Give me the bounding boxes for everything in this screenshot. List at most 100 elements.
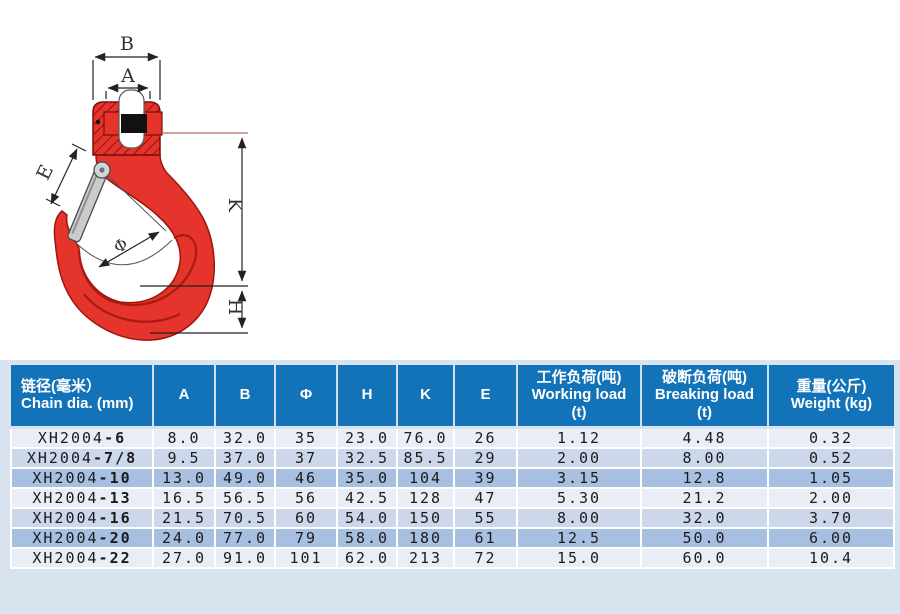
dimension-label-a: A [120,65,135,87]
value-a: 27.0 [152,546,216,569]
value-phi: 60 [274,506,338,529]
value-e: 47 [453,486,518,509]
hook-groove-outer [83,293,181,323]
value-weight: 6.00 [767,526,895,549]
value-h: 35.0 [336,466,398,489]
header-dim-h: H [336,365,397,429]
header-dim-k: K [396,365,454,429]
value-phi: 46 [274,466,338,489]
spec-table: 链径(毫米） Chain dia. (mm) A B Φ H K E 工作负荷(… [10,365,895,569]
value-e: 55 [453,506,518,529]
dimension-label-phi: Φ [111,234,132,257]
header-breaking-load: 破断负荷(吨) Breaking load (t) [640,365,768,429]
value-a: 8.0 [152,426,216,449]
value-k: 85.5 [396,446,455,469]
pin-dot [95,119,101,125]
header-dim-phi: Φ [274,365,337,429]
value-k: 128 [396,486,455,509]
dimension-label-h: H [224,299,246,316]
table-row: XH2004-16 21.5 70.5 60 54.0 150 55 8.00 … [10,506,895,529]
model-cell: XH2004-13 [10,486,154,509]
value-working-load: 1.12 [516,426,642,449]
value-b: 70.5 [214,506,276,529]
model-cell: XH2004-7/8 [10,446,154,469]
dimension-phi [75,231,173,268]
value-weight: 3.70 [767,506,895,529]
value-h: 42.5 [336,486,398,509]
header-chain-cn: 链径(毫米） [21,377,101,395]
model-cell: XH2004-20 [10,526,154,549]
table-row: XH2004-13 16.5 56.5 56 42.5 128 47 5.30 … [10,486,895,509]
model-cell: XH2004-10 [10,466,154,489]
value-working-load: 15.0 [516,546,642,569]
header-dim-b: B [214,365,275,429]
value-working-load: 8.00 [516,506,642,529]
clevis-head [92,89,163,156]
value-phi: 56 [274,486,338,509]
dimension-e [45,143,87,207]
value-breaking-load: 21.2 [640,486,769,509]
header-row: 链径(毫米） Chain dia. (mm) A B Φ H K E 工作负荷(… [11,365,894,429]
value-b: 77.0 [214,526,276,549]
value-a: 24.0 [152,526,216,549]
header-dim-a: A [152,365,215,429]
table-row: XH2004-20 24.0 77.0 79 58.0 180 61 12.5 … [10,526,895,549]
header-working-load: 工作负荷(吨) Working load (t) [516,365,641,429]
value-e: 39 [453,466,518,489]
dimension-label-b: B [120,33,134,55]
value-e: 26 [453,426,518,449]
value-e: 72 [453,546,518,569]
value-phi: 101 [274,546,338,569]
value-a: 9.5 [152,446,216,469]
value-h: 23.0 [336,426,398,449]
model-cell: XH2004-6 [10,426,154,449]
value-b: 32.0 [214,426,276,449]
dimension-b [92,52,161,100]
value-b: 49.0 [214,466,276,489]
value-breaking-load: 50.0 [640,526,769,549]
value-breaking-load: 8.00 [640,446,769,469]
header-weight: 重量(公斤) Weight (kg) [767,365,894,429]
hook-groove-inner [77,234,198,307]
value-breaking-load: 4.48 [640,426,769,449]
value-phi: 37 [274,446,338,469]
value-weight: 1.05 [767,466,895,489]
value-breaking-load: 12.8 [640,466,769,489]
table-row: XH2004-22 27.0 91.0 101 62.0 213 72 15.0… [10,546,895,569]
value-k: 76.0 [396,426,455,449]
value-k: 104 [396,466,455,489]
value-working-load: 5.30 [516,486,642,509]
header-chain-en: Chain dia. (mm) [21,395,134,413]
dimension-label-e: E [32,162,58,184]
value-b: 37.0 [214,446,276,469]
table-row: XH2004-10 13.0 49.0 46 35.0 104 39 3.15 … [10,466,895,489]
model-cell: XH2004-22 [10,546,154,569]
clevis-pin [121,114,147,133]
value-weight: 2.00 [767,486,895,509]
value-phi: 79 [274,526,338,549]
value-working-load: 2.00 [516,446,642,469]
model-cell: XH2004-16 [10,506,154,529]
header-dim-e: E [453,365,517,429]
value-working-load: 3.15 [516,466,642,489]
value-weight: 10.4 [767,546,895,569]
value-weight: 0.52 [767,446,895,469]
hook-body [53,154,215,341]
value-a: 13.0 [152,466,216,489]
value-breaking-load: 60.0 [640,546,769,569]
value-h: 58.0 [336,526,398,549]
value-phi: 35 [274,426,338,449]
value-h: 32.5 [336,446,398,469]
value-k: 180 [396,526,455,549]
value-a: 16.5 [152,486,216,509]
value-working-load: 12.5 [516,526,642,549]
value-b: 56.5 [214,486,276,509]
value-h: 62.0 [336,546,398,569]
value-h: 54.0 [336,506,398,529]
table-row: XH2004-6 8.0 32.0 35 23.0 76.0 26 1.12 4… [10,426,895,449]
value-k: 150 [396,506,455,529]
value-k: 213 [396,546,455,569]
dimension-label-k: K [224,198,246,213]
value-e: 29 [453,446,518,469]
